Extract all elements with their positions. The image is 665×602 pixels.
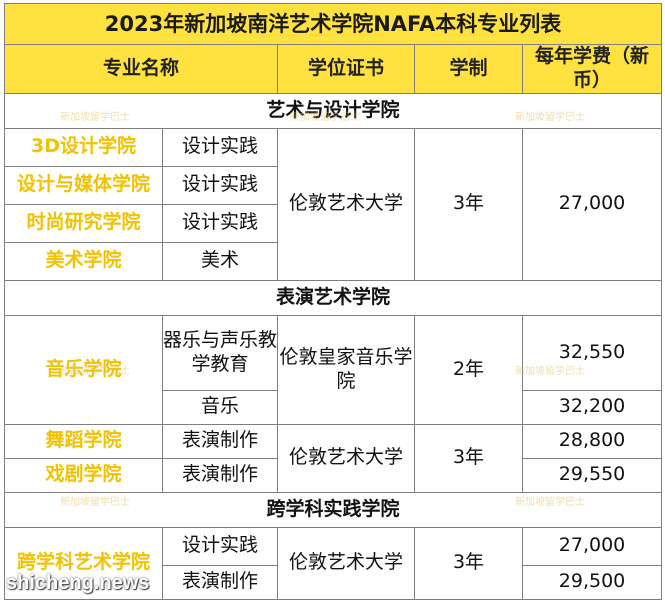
school-name: 音乐学院: [4, 314, 163, 425]
major-name: 表演制作: [162, 457, 278, 493]
major-name: 表演制作: [162, 423, 278, 459]
school-name: 设计与媒体学院: [4, 165, 163, 205]
degree-cell: 伦敦艺术大学: [277, 127, 415, 281]
table-row: 设计与媒体学院 设计实践: [4, 165, 662, 205]
school-name: 戏剧学院: [4, 457, 163, 493]
degree-cell: 伦敦艺术大学: [277, 423, 415, 493]
section-title: 跨学科实践学院: [3, 491, 663, 528]
watermark-text: 新加坡留学巴士: [60, 366, 130, 377]
major-name: 美术: [162, 241, 278, 281]
duration-cell: 3年: [414, 526, 523, 600]
fee-cell: 29,500: [521, 564, 663, 600]
major-name: 设计实践: [162, 526, 278, 566]
section-title: 表演艺术学院: [3, 279, 663, 316]
header-row: 专业名称 学位证书 学制 每年学费（新币）: [4, 44, 663, 94]
major-name: 设计实践: [162, 165, 278, 205]
watermark-text: 新加坡留学巴士: [515, 366, 585, 377]
header-duration: 学制: [414, 44, 523, 94]
major-list: 2023年新加坡南洋艺术学院NAFA本科专业列表 专业名称 学位证书 学制 每年…: [3, 3, 663, 600]
duration-cell: 3年: [414, 423, 523, 493]
major-name: 设计实践: [162, 127, 278, 167]
title-row: 2023年新加坡南洋艺术学院NAFA本科专业列表: [3, 3, 663, 45]
table-row: 音乐 32,200: [5, 389, 663, 425]
major-name: 表演制作: [162, 564, 278, 600]
major-table: 2023年新加坡南洋艺术学院NAFA本科专业列表 专业名称 学位证书 学制 每年…: [3, 3, 663, 600]
major-name: 设计实践: [162, 203, 278, 243]
table-row: 戏剧学院 表演制作 29,550: [4, 457, 663, 493]
watermark-text: 新加坡留学巴士: [60, 112, 130, 123]
table-row: 舞蹈学院 表演制作 伦敦艺术大学 3年 28,800: [4, 423, 663, 493]
site-watermark: shicheng.news: [6, 572, 150, 594]
watermark-text: 新加坡留学巴士: [290, 112, 360, 123]
header-major: 专业名称: [4, 44, 278, 94]
fee-cell: 28,800: [521, 423, 663, 459]
fee-cell: 27,000: [521, 127, 663, 281]
school-name: 美术学院: [4, 241, 163, 281]
major-name: 音乐: [162, 389, 278, 425]
fee-cell: 32,550: [521, 314, 663, 391]
degree-cell: 伦敦皇家音乐学院: [277, 314, 415, 425]
section-row: 跨学科实践学院: [3, 491, 663, 528]
watermark-text: 新加坡留学巴士: [515, 497, 585, 508]
fee-cell: 27,000: [521, 526, 663, 566]
fee-cell: 32,200: [521, 389, 663, 425]
table-row: 美术学院 美术: [4, 241, 662, 281]
table-row: 跨学科艺术学院 设计实践 伦敦艺术大学 3年 27,000: [4, 526, 663, 600]
section-row: 艺术与设计学院: [3, 92, 663, 129]
school-name: 舞蹈学院: [4, 423, 163, 459]
duration-cell: 2年: [414, 314, 523, 425]
watermark-text: 新加坡留学巴士: [515, 112, 585, 123]
table-row: 音乐学院 器乐与声乐教学教育 伦敦皇家音乐学院 2年 32,550: [4, 314, 663, 425]
table-row: 3D设计学院 设计实践 伦敦艺术大学 3年 27,000: [4, 127, 663, 281]
degree-cell: 伦敦艺术大学: [277, 526, 415, 600]
section-title: 艺术与设计学院: [3, 92, 663, 129]
table-title: 2023年新加坡南洋艺术学院NAFA本科专业列表: [3, 3, 663, 45]
school-name: 跨学科艺术学院: [4, 526, 163, 600]
header-degree: 学位证书: [277, 44, 415, 94]
watermark-text: 新加坡留学巴士: [60, 497, 130, 508]
school-name: 3D设计学院: [4, 127, 163, 167]
duration-cell: 3年: [414, 127, 523, 281]
major-name: 器乐与声乐教学教育: [162, 314, 278, 391]
school-name: 时尚研究学院: [4, 203, 163, 243]
fee-cell: 29,550: [521, 457, 663, 493]
header-fee: 每年学费（新币）: [521, 44, 663, 94]
section-row: 表演艺术学院: [3, 279, 663, 316]
table-row: 表演制作 29,500: [5, 564, 663, 600]
